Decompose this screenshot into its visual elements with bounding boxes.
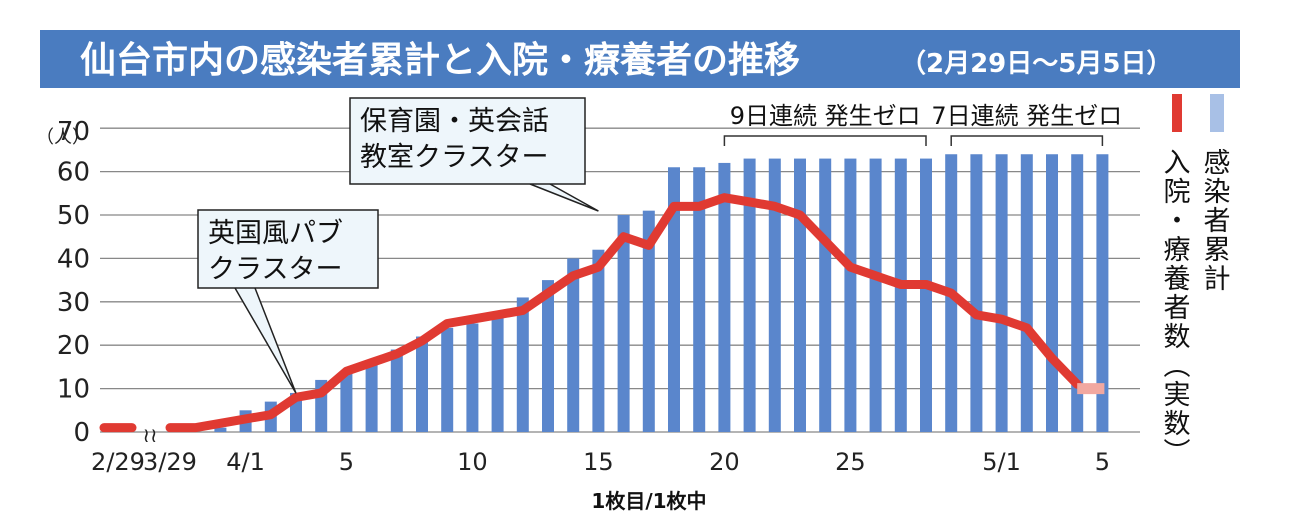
bar [743, 158, 756, 432]
bar [1046, 154, 1058, 433]
y-tick-label: 30 [57, 288, 90, 318]
x-tick-label: 5/1 [982, 448, 1021, 476]
legend-line-char: ︶ [1164, 438, 1191, 469]
legend-line-char: ︵ [1164, 351, 1191, 382]
y-axis-unit: （人） [36, 127, 90, 148]
bar [970, 154, 983, 433]
legend-line-char: 療 [1164, 235, 1191, 266]
bar [995, 154, 1008, 433]
legend-bar-swatch [1210, 94, 1224, 132]
bar [768, 158, 781, 432]
legend-line-char: 入 [1164, 148, 1191, 179]
bar [592, 249, 605, 432]
x-tick-label: 4/1 [226, 448, 265, 476]
legend-bar-char: 累 [1204, 235, 1231, 266]
y-tick-label: 20 [57, 331, 90, 361]
bar [390, 349, 403, 432]
legend-bar-char: 者 [1204, 206, 1231, 237]
bar [617, 215, 630, 432]
bar [214, 427, 227, 432]
bar [718, 162, 731, 433]
bar [1020, 154, 1033, 433]
legend-line-char: 者 [1164, 293, 1191, 324]
chart-svg: 仙台市内の感染者累計と入院・療養者の推移 （2月29日～5月5日） 0 10 20 30 4… [36, 30, 1240, 476]
bar [869, 158, 882, 432]
streak-bracket [950, 135, 1104, 146]
y-tick-label: 60 [57, 158, 90, 188]
bar [1096, 154, 1109, 433]
bar [693, 167, 706, 432]
bar [542, 280, 554, 432]
bar [920, 158, 932, 432]
legend-line-char: 数 [1164, 409, 1191, 440]
bar [668, 167, 680, 432]
bar [819, 158, 832, 432]
callout-text: 保育園・英会話 [360, 106, 549, 137]
bar [365, 362, 378, 432]
title-banner [40, 30, 1240, 88]
bar [491, 314, 504, 432]
streak-label: 7日連続 発生ゼロ [931, 102, 1122, 130]
x-tick-label: 20 [709, 448, 740, 476]
x-tick-label: 10 [457, 448, 488, 476]
y-tick-label: 50 [57, 201, 90, 231]
bar [894, 158, 907, 432]
y-tick-label: 70 [57, 117, 90, 147]
bar [340, 371, 353, 432]
bar [416, 336, 428, 432]
legend-line-char: ・ [1164, 206, 1191, 237]
callout-box [197, 209, 379, 289]
legend-bar-char: 計 [1204, 264, 1231, 295]
bar [516, 297, 529, 432]
y-tick-label: 40 [57, 244, 90, 274]
streak-bracket [723, 135, 927, 146]
x-tick-label: 15 [583, 448, 614, 476]
legend-line-char: 数 [1164, 322, 1191, 353]
chart-container: 仙台市内の感染者累計と入院・療養者の推移 （2月29日～5月5日） 0 10 20 30 4… [36, 30, 1240, 476]
chart-subtitle: （2月29日～5月5日） [900, 49, 1172, 79]
page-indicator: 1枚目/1枚中 [591, 489, 707, 513]
callout-text: 英国風パブ [208, 218, 343, 249]
bar [567, 258, 580, 432]
bar [794, 158, 806, 432]
callout-pointer [234, 287, 297, 394]
axis-break-mark: ≀≀ [143, 423, 158, 447]
legend-bar-char: 染 [1204, 177, 1231, 208]
callout-box [349, 97, 586, 185]
x-tick-label: 25 [835, 448, 866, 476]
legend-line-char: 院 [1164, 177, 1191, 208]
chart-title: 仙台市内の感染者累計と入院・療養者の推移 [80, 40, 800, 81]
callout-text: 教室クラスター [360, 142, 548, 173]
streak-label: 9日連続 発生ゼロ [730, 102, 921, 130]
callout-pointer [529, 183, 599, 212]
x-tick-label: 5 [339, 448, 354, 476]
legend-bar-char: 感 [1204, 148, 1231, 179]
legend-line-swatch [1172, 94, 1182, 132]
x-tick-label: 5 [1095, 448, 1110, 476]
legend-line-char: 養 [1164, 264, 1191, 295]
y-tick-label: 10 [57, 375, 90, 405]
x-tick-label: 2/29 [91, 448, 145, 476]
bar [466, 323, 479, 432]
bar [1071, 154, 1084, 433]
bar [844, 158, 857, 432]
callout-text: クラスター [208, 254, 342, 285]
bar [441, 327, 454, 432]
y-tick-label: 0 [73, 418, 90, 448]
line-series [165, 193, 1082, 433]
bar [642, 210, 655, 432]
x-tick-label: 3/29 [143, 448, 197, 476]
legend-line-char: 実 [1164, 380, 1191, 411]
